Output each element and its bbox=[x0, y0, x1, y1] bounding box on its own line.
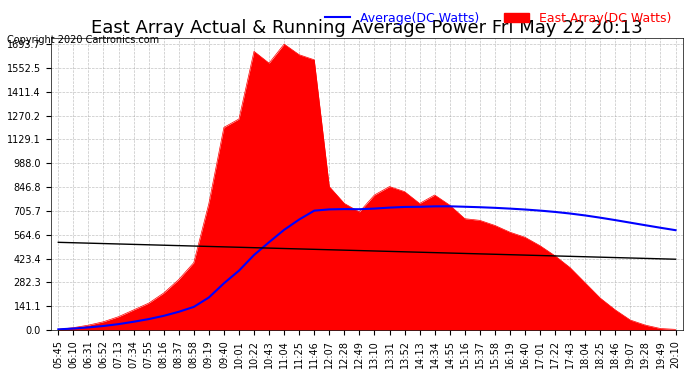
Legend: Average(DC Watts), East Array(DC Watts): Average(DC Watts), East Array(DC Watts) bbox=[320, 6, 677, 30]
Text: Copyright 2020 Cartronics.com: Copyright 2020 Cartronics.com bbox=[7, 35, 159, 45]
Title: East Array Actual & Running Average Power Fri May 22 20:13: East Array Actual & Running Average Powe… bbox=[91, 19, 643, 37]
